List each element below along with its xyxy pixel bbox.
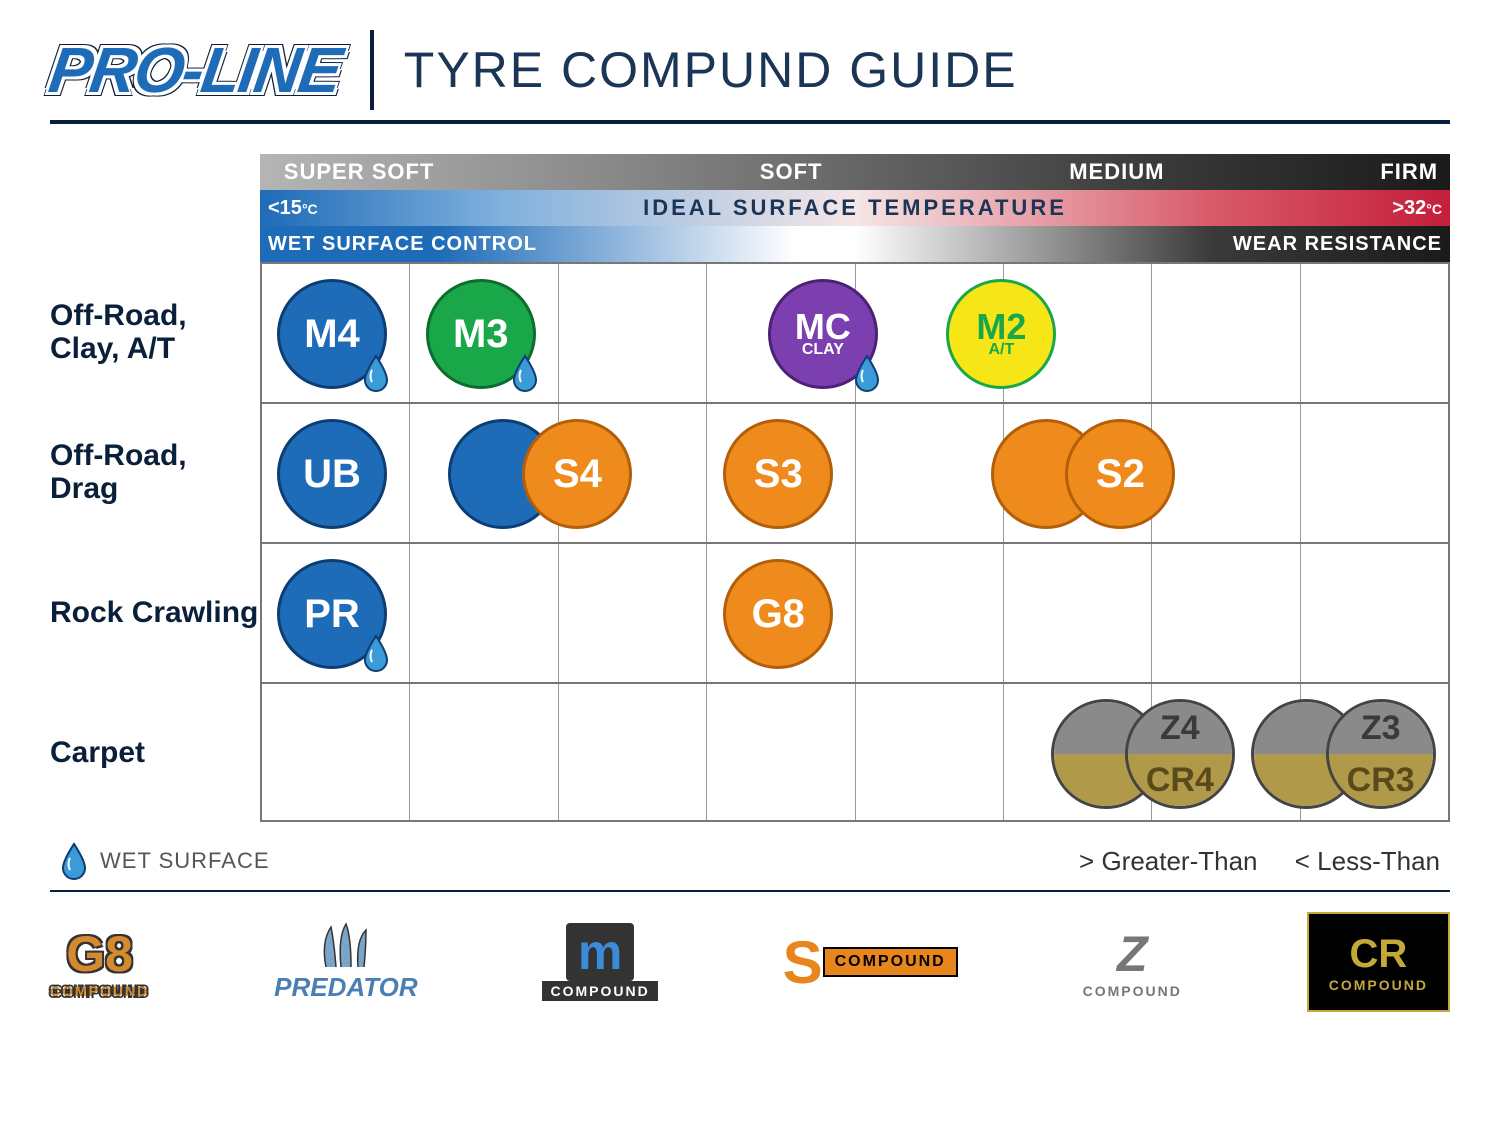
compound-g8: G8 xyxy=(723,559,833,669)
brand-s-compound: S COMPOUND xyxy=(783,912,958,1012)
page-title: TYRE COMPUND GUIDE xyxy=(404,41,1018,99)
compound-m2: M2A/T xyxy=(946,279,1056,389)
wet-control-label: WET SURFACE CONTROL xyxy=(268,233,537,256)
compound-pr: PR xyxy=(277,559,387,669)
row-labels: Off-Road, Clay, A/T Off-Road, Drag Rock … xyxy=(50,154,260,822)
row-label: Rock Crawling xyxy=(50,542,260,682)
scale-label: SUPER SOFT xyxy=(284,159,435,185)
scale-label: MEDIUM xyxy=(1069,159,1164,185)
grid-row: Z4CR4 Z3CR3 xyxy=(262,684,1448,824)
brand-logo: PRO-LINE xyxy=(45,33,345,107)
chart-area: SUPER SOFT SOFT MEDIUM FIRM <15°C IDEAL … xyxy=(260,154,1450,822)
grid-row: M4 M3 MCCLAY M2A/T xyxy=(262,264,1448,404)
chart-content: Off-Road, Clay, A/T Off-Road, Drag Rock … xyxy=(50,154,1450,822)
row-label: Carpet xyxy=(50,682,260,822)
row-label: Off-Road, Drag xyxy=(50,402,260,542)
legend-less: < Less-Than xyxy=(1295,846,1440,876)
legend-wet-label: WET SURFACE xyxy=(100,848,270,874)
temp-high: >32°C xyxy=(1392,197,1442,220)
grid-row: PR G8 xyxy=(262,544,1448,684)
water-drop-icon xyxy=(60,842,88,880)
compound-s2: S2 xyxy=(1065,419,1175,529)
compound-m4: M4 xyxy=(277,279,387,389)
row-label: Off-Road, Clay, A/T xyxy=(50,262,260,402)
scale-label: FIRM xyxy=(1380,159,1438,185)
legend-symbols: > Greater-Than < Less-Than xyxy=(1079,846,1440,877)
footer-rule xyxy=(50,890,1450,892)
dual-scale: WET SURFACE CONTROL WEAR RESISTANCE xyxy=(260,226,1450,262)
compound-z4: Z4CR4 xyxy=(1125,699,1235,809)
legend-wet: WET SURFACE xyxy=(60,842,270,880)
brand-predator: PREDATOR xyxy=(274,912,418,1012)
header-rule xyxy=(50,120,1450,124)
brand-m-compound: m COMPOUND xyxy=(542,912,657,1012)
brand-z-compound: Z COMPOUND xyxy=(1083,912,1182,1012)
compound-s4: S4 xyxy=(522,419,632,529)
header: PRO-LINE TYRE COMPUND GUIDE xyxy=(50,30,1450,110)
brand-cr-compound: CR COMPOUND xyxy=(1307,912,1450,1012)
brand-g8: G8 COMPOUND xyxy=(50,912,149,1012)
claw-icon xyxy=(316,922,376,972)
temp-low: <15°C xyxy=(268,197,318,220)
compound-grid: M4 M3 MCCLAY M2A/T UB S4 S3 S2 PR G8 Z4CR4 Z3CR3 xyxy=(260,262,1450,822)
compound-z3: Z3CR3 xyxy=(1326,699,1436,809)
legend-row: WET SURFACE > Greater-Than < Less-Than xyxy=(50,842,1450,880)
water-drop-icon xyxy=(853,354,881,392)
water-drop-icon xyxy=(511,354,539,392)
grid-row: UB S4 S3 S2 xyxy=(262,404,1448,544)
water-drop-icon xyxy=(362,354,390,392)
compound-ub: UB xyxy=(277,419,387,529)
brand-logos: G8 COMPOUND PREDATOR m COMPOUND S COMPOU… xyxy=(50,912,1450,1012)
compound-s3: S3 xyxy=(723,419,833,529)
hardness-scale: SUPER SOFT SOFT MEDIUM FIRM xyxy=(260,154,1450,190)
legend-greater: > Greater-Than xyxy=(1079,846,1257,876)
compound-m3: M3 xyxy=(426,279,536,389)
temp-scale: <15°C IDEAL SURFACE TEMPERATURE >32°C xyxy=(260,190,1450,226)
scale-label: SOFT xyxy=(760,159,823,185)
temp-mid-label: IDEAL SURFACE TEMPERATURE xyxy=(643,195,1067,221)
water-drop-icon xyxy=(362,634,390,672)
header-divider xyxy=(370,30,374,110)
wear-resistance-label: WEAR RESISTANCE xyxy=(1233,233,1442,256)
compound-mc: MCCLAY xyxy=(768,279,878,389)
